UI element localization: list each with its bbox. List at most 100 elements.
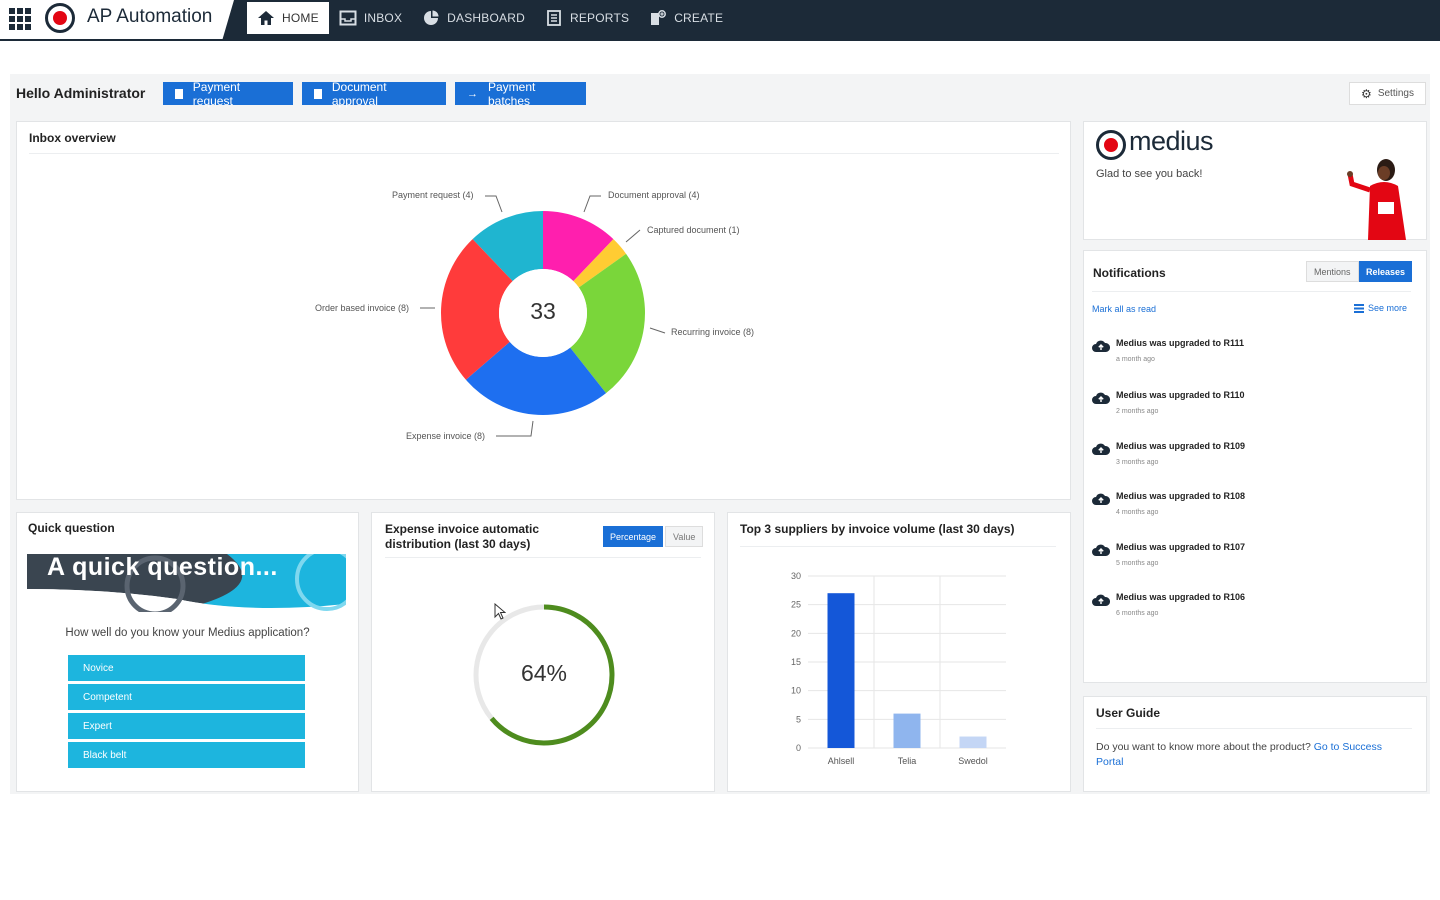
x-tick-label: Swedol <box>958 756 988 766</box>
y-tick-label: 0 <box>796 743 801 753</box>
label-captured-document: Captured document (1) <box>647 225 740 235</box>
donut-slice-recurring-invoice[interactable] <box>570 253 645 394</box>
nav-reports[interactable]: REPORTS <box>535 2 639 34</box>
expense-percentage-gauge <box>473 604 615 746</box>
donut-slice-payment-request[interactable] <box>472 211 543 282</box>
tab-mentions[interactable]: Mentions <box>1306 261 1359 282</box>
nav-dashboard[interactable]: DASHBOARD <box>412 2 535 34</box>
y-tick-label: 25 <box>791 600 801 610</box>
user-guide-card <box>1083 696 1427 792</box>
nav-reports-label: REPORTS <box>569 11 630 25</box>
inbox-overview-title: Inbox overview <box>29 131 116 145</box>
donut-slice-expense-invoice[interactable] <box>465 341 607 416</box>
settings-label: Settings <box>1377 88 1414 99</box>
y-tick-label: 15 <box>791 657 801 667</box>
bar-telia[interactable] <box>893 713 921 748</box>
notification-title: Medius was upgraded to R111 <box>1116 338 1245 348</box>
user-guide-text: Do you want to know more about the produ… <box>1096 740 1412 770</box>
success-portal-link-end[interactable]: Portal <box>1096 756 1124 768</box>
dashboard-icon <box>424 10 439 25</box>
donut-hole <box>499 269 587 357</box>
top-suppliers-title: Top 3 suppliers by invoice volume (last … <box>740 522 1015 536</box>
donut-total: 33 <box>530 298 556 324</box>
document-approval-label: Document approval <box>331 79 387 108</box>
medius-brand-logo-icon <box>1096 130 1126 160</box>
donut-slice-document-approval[interactable] <box>543 211 614 282</box>
welcome-text: Glad to see you back! <box>1096 168 1203 180</box>
mascot-illustration <box>1347 159 1406 240</box>
cloud-upload-icon <box>1092 544 1110 556</box>
option-competent-button[interactable]: Competent <box>68 683 305 710</box>
toggle-percentage[interactable]: Percentage <box>603 526 664 547</box>
top-bar-underline <box>0 39 230 41</box>
toggle-value[interactable]: Value <box>665 526 704 547</box>
quick-question-text: How well do you know your Medius applica… <box>65 627 310 639</box>
x-tick-label: Ahlsell <box>828 756 855 766</box>
x-tick-label: Telia <box>898 756 917 766</box>
expense-title-line1: Expense invoice automatic <box>385 522 540 536</box>
document-approval-button[interactable]: Document approval <box>302 79 446 108</box>
top-bar: AP Automation HOME INBOX DASHBOARD REPOR… <box>0 0 1440 41</box>
quick-question-banner-text: A quick question... <box>47 553 278 581</box>
user-guide-question: Do you want to know more about the produ… <box>1096 741 1311 753</box>
cloud-upload-icon <box>1092 594 1110 606</box>
gauge-progress-arc <box>489 604 615 746</box>
cloud-upload-icon <box>1092 493 1110 505</box>
see-more-label: See more <box>1368 303 1408 313</box>
nav-create[interactable]: CREATE <box>639 2 733 34</box>
y-tick-label: 10 <box>791 686 801 696</box>
reports-icon <box>547 10 561 26</box>
label-document-approval: Document approval (4) <box>608 190 700 200</box>
gear-icon: ⚙ <box>1361 86 1372 101</box>
notification-time: 5 months ago <box>1116 560 1159 567</box>
notification-time: 4 months ago <box>1116 509 1159 516</box>
payment-batches-button[interactable]: → Payment batches <box>455 79 586 108</box>
divider <box>29 153 1059 154</box>
option-novice-button[interactable]: Novice <box>68 654 305 681</box>
option-black-belt-button[interactable]: Black belt <box>68 741 305 768</box>
quick-question-title: Quick question <box>28 521 115 535</box>
nav-inbox[interactable]: INBOX <box>329 2 412 34</box>
donut-slice-order-based-invoice[interactable] <box>441 239 513 380</box>
document-icon <box>175 88 183 99</box>
success-portal-link[interactable]: Go to Success <box>1313 741 1382 753</box>
option-expert-button[interactable]: Expert <box>68 712 305 739</box>
y-tick-label: 5 <box>796 714 801 724</box>
payment-request-label: Payment request <box>192 79 241 108</box>
app-title: AP Automation <box>87 6 213 27</box>
settings-button[interactable]: ⚙ Settings <box>1349 82 1426 105</box>
donut-slice-captured-document[interactable] <box>573 239 627 288</box>
divider <box>385 557 701 558</box>
label-order-based-invoice: Order based invoice (8) <box>315 303 410 313</box>
notification-title: Medius was upgraded to R110 <box>1116 390 1245 400</box>
nav-home[interactable]: HOME <box>247 2 329 34</box>
divider <box>1096 728 1412 729</box>
greeting: Hello Administrator <box>16 85 146 101</box>
label-payment-request: Payment request (4) <box>392 190 474 200</box>
arrow-right-icon: → <box>467 87 478 100</box>
create-icon <box>651 10 667 25</box>
expense-distribution-title: Expense invoice automatic distribution (… <box>385 522 539 552</box>
nav-dashboard-label: DASHBOARD <box>447 11 525 25</box>
cloud-upload-icon <box>1092 392 1110 404</box>
brand-name: medius <box>1129 126 1214 156</box>
bar-ahlsell[interactable] <box>827 593 855 748</box>
payment-batches-label: Payment batches <box>488 79 536 108</box>
nav-home-label: HOME <box>282 11 319 25</box>
app-launcher-icon[interactable] <box>9 8 31 30</box>
user-guide-title: User Guide <box>1096 706 1161 720</box>
medius-logo-icon <box>45 3 75 33</box>
tab-releases[interactable]: Releases <box>1359 261 1413 282</box>
y-tick-label: 30 <box>791 571 801 581</box>
notification-title: Medius was upgraded to R106 <box>1116 592 1246 602</box>
inbox-icon <box>339 10 357 26</box>
notification-time: 3 months ago <box>1116 459 1159 466</box>
see-more-link[interactable]: See more <box>1354 303 1407 313</box>
mark-all-read-link[interactable]: Mark all as read <box>1092 304 1157 314</box>
label-expense-invoice: Expense invoice (8) <box>406 431 486 441</box>
payment-request-button[interactable]: Payment request <box>163 79 293 108</box>
bar-swedol[interactable] <box>959 736 987 748</box>
nav-create-label: CREATE <box>674 11 724 25</box>
